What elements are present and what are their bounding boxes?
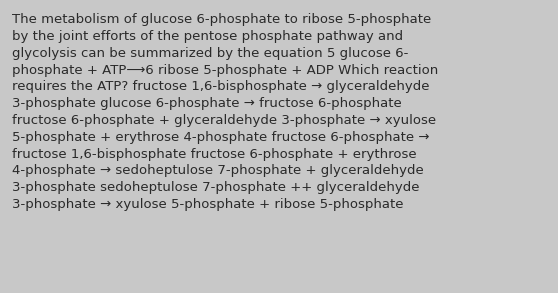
Text: The metabolism of glucose 6-phosphate to ribose 5-phosphate
by the joint efforts: The metabolism of glucose 6-phosphate to… (12, 13, 439, 211)
